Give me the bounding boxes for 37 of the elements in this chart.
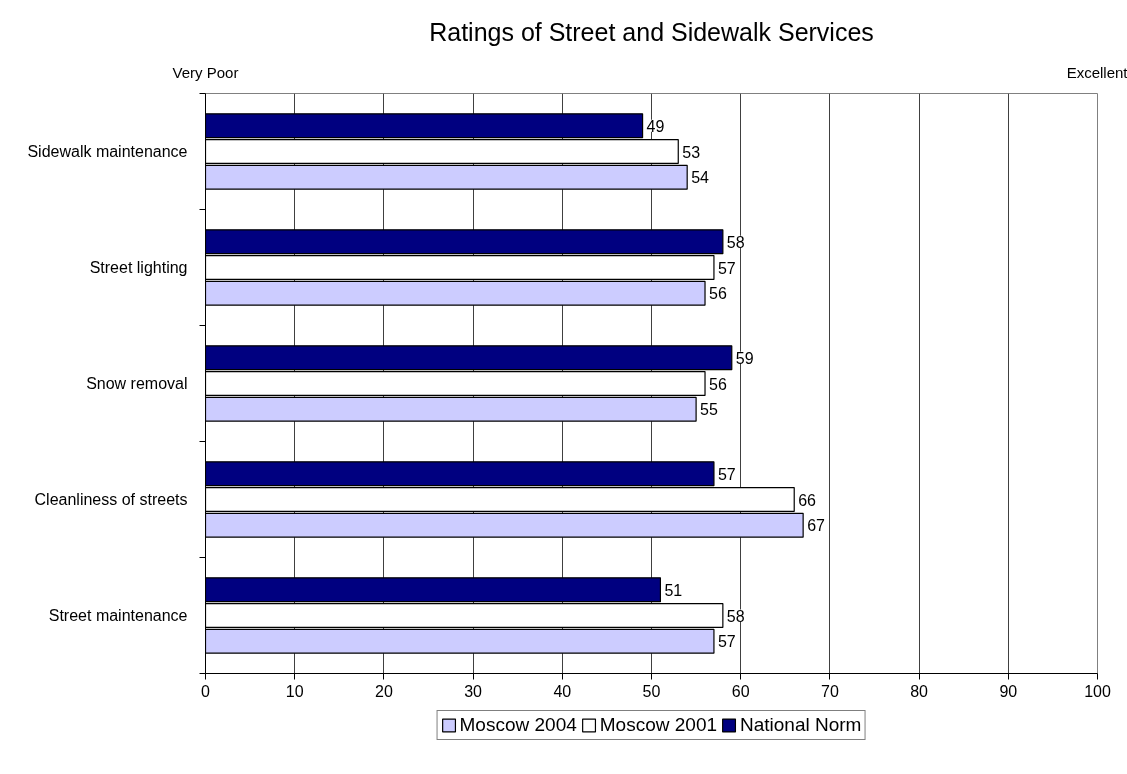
y-tick-label: Sidewalk maintenance — [27, 143, 188, 160]
data-label: 59 — [735, 349, 754, 367]
data-label: 55 — [700, 401, 718, 419]
x-tick-label: 10 — [285, 682, 304, 700]
x-tick-label: 90 — [999, 682, 1018, 700]
data-label: 66 — [798, 491, 817, 509]
y-tick-label: Street lighting — [89, 259, 188, 276]
legend-label: National Norm — [740, 714, 862, 736]
data-label: 57 — [717, 259, 736, 277]
data-label: 58 — [726, 607, 745, 625]
x-tick-label: 100 — [1084, 682, 1111, 700]
y-tick-label: Snow removal — [86, 375, 188, 392]
legend-label: Moscow 2001 — [599, 714, 718, 736]
data-label: 56 — [709, 375, 727, 393]
data-label: 49 — [646, 117, 665, 135]
data-label: 54 — [691, 169, 710, 187]
x-tick-label: 40 — [553, 682, 572, 700]
x-tick-label: 30 — [464, 682, 483, 700]
x-tick-label: 50 — [642, 682, 661, 700]
chart-title: Ratings of Street and Sidewalk Services — [429, 17, 874, 46]
data-label: 56 — [709, 285, 727, 303]
data-label: 51 — [664, 581, 683, 599]
text: Excellent — [1066, 63, 1127, 81]
y-tick-label: Cleanliness of streets — [34, 491, 188, 508]
text: Very Poor — [172, 63, 239, 81]
x-tick-label: 80 — [910, 682, 929, 700]
data-label: 58 — [726, 233, 745, 251]
x-tick-label: 70 — [821, 682, 839, 700]
y-tick-label: Street maintenance — [48, 607, 188, 624]
legend-label: Moscow 2004 — [459, 714, 577, 736]
x-tick-label: 60 — [731, 682, 750, 700]
data-label: 67 — [807, 517, 826, 535]
x-tick-label: 20 — [375, 682, 393, 700]
data-label: 53 — [682, 143, 701, 161]
data-label: 57 — [717, 633, 736, 651]
x-tick-label: 0 — [201, 682, 211, 700]
data-label: 57 — [717, 465, 736, 483]
